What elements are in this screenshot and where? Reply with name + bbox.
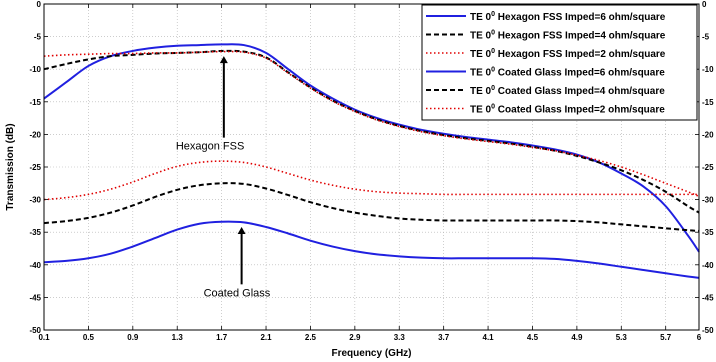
- legend-entry: TE 00 Hexagon FSS Imped=4 ohm/square: [470, 30, 666, 42]
- x-tick-label: 0.1: [38, 333, 50, 342]
- x-tick-label: 2.5: [305, 333, 317, 342]
- y-tick-label-left: -30: [29, 196, 41, 205]
- x-tick-label: 0.5: [83, 333, 95, 342]
- series-group: [43, 43, 700, 279]
- x-tick-label: 3.3: [394, 333, 406, 342]
- x-tick-label: 1.3: [172, 333, 184, 342]
- series-line-2: [43, 49, 700, 214]
- x-tick-label: 4.9: [571, 333, 583, 342]
- legend-entry: TE 00 Hexagon FSS Imped=2 ohm/square: [470, 48, 666, 60]
- x-tick-label: 2.1: [260, 333, 272, 342]
- y-tick-label-right: -10: [702, 65, 714, 74]
- series-line-5: [43, 182, 700, 232]
- x-tick-label: 4.1: [483, 333, 495, 342]
- x-tick-label: 1.7: [216, 333, 228, 342]
- y-axis-label: Transmission (dB): [5, 123, 16, 210]
- y-tick-label-right: -45: [702, 293, 714, 302]
- y-tick-label-right: -35: [702, 228, 714, 237]
- x-tick-label: 5.7: [660, 333, 672, 342]
- y-tick-label-left: -10: [29, 65, 41, 74]
- y-tick-label-right: -20: [702, 130, 714, 139]
- series-line-4: [43, 220, 700, 279]
- y-tick-label-right: -15: [702, 98, 714, 107]
- annotation-arrowhead: [237, 226, 246, 234]
- legend-entry: TE 00 Coated Glass Imped=4 ohm/square: [470, 85, 665, 97]
- x-tick-label: 4.5: [527, 333, 539, 342]
- x-tick-label: 6: [697, 333, 702, 342]
- legend: TE 00 Hexagon FSS Imped=6 ohm/square TE 0…: [421, 4, 698, 121]
- annotations: Hexagon FSS Coated Glass: [176, 56, 271, 299]
- legend-entry: TE 00 Coated Glass Imped=2 ohm/square: [470, 104, 665, 116]
- annotation-label: Coated Glass: [204, 287, 271, 299]
- y-tick-label-right: -5: [702, 33, 710, 42]
- legend-box: [421, 4, 698, 121]
- x-tick-label: 5.3: [616, 333, 628, 342]
- y-tick-label-right: -30: [702, 196, 714, 205]
- y-tick-label-left: -15: [29, 98, 41, 107]
- tick-labels: 0.1 0.5 0.9 1.3 1.7 2.1 2.5 2.9 3.3 3.7 4.1 4.5 4.9 5…: [29, 0, 714, 342]
- y-tick-label-left: -50: [29, 326, 41, 335]
- y-tick-label-left: -45: [29, 293, 41, 302]
- y-tick-label-left: -40: [29, 261, 41, 270]
- x-tick-label: 2.9: [349, 333, 361, 342]
- y-tick-label-right: -25: [702, 163, 714, 172]
- y-tick-label-left: 0: [37, 0, 42, 9]
- legend-entry: TE 00 Hexagon FSS Imped=6 ohm/square: [470, 11, 666, 23]
- y-tick-label-right: 0: [702, 0, 707, 9]
- x-tick-label: 0.9: [127, 333, 139, 342]
- y-tick-label-right: -40: [702, 261, 714, 270]
- y-tick-label-right: -50: [702, 326, 714, 335]
- series-line-3: [43, 50, 700, 198]
- annotation-arrowhead: [219, 56, 228, 64]
- y-tick-label-left: -35: [29, 228, 41, 237]
- y-tick-label-left: -5: [34, 33, 42, 42]
- legend-entry: TE 00 Coated Glass Imped=6 ohm/square: [470, 67, 665, 79]
- x-axis-label: Frequency (GHz): [331, 348, 411, 359]
- y-tick-label-left: -20: [29, 130, 41, 139]
- x-tick-label: 3.7: [438, 333, 450, 342]
- annotation-label: Hexagon FSS: [176, 141, 244, 153]
- y-tick-label-left: -25: [29, 163, 41, 172]
